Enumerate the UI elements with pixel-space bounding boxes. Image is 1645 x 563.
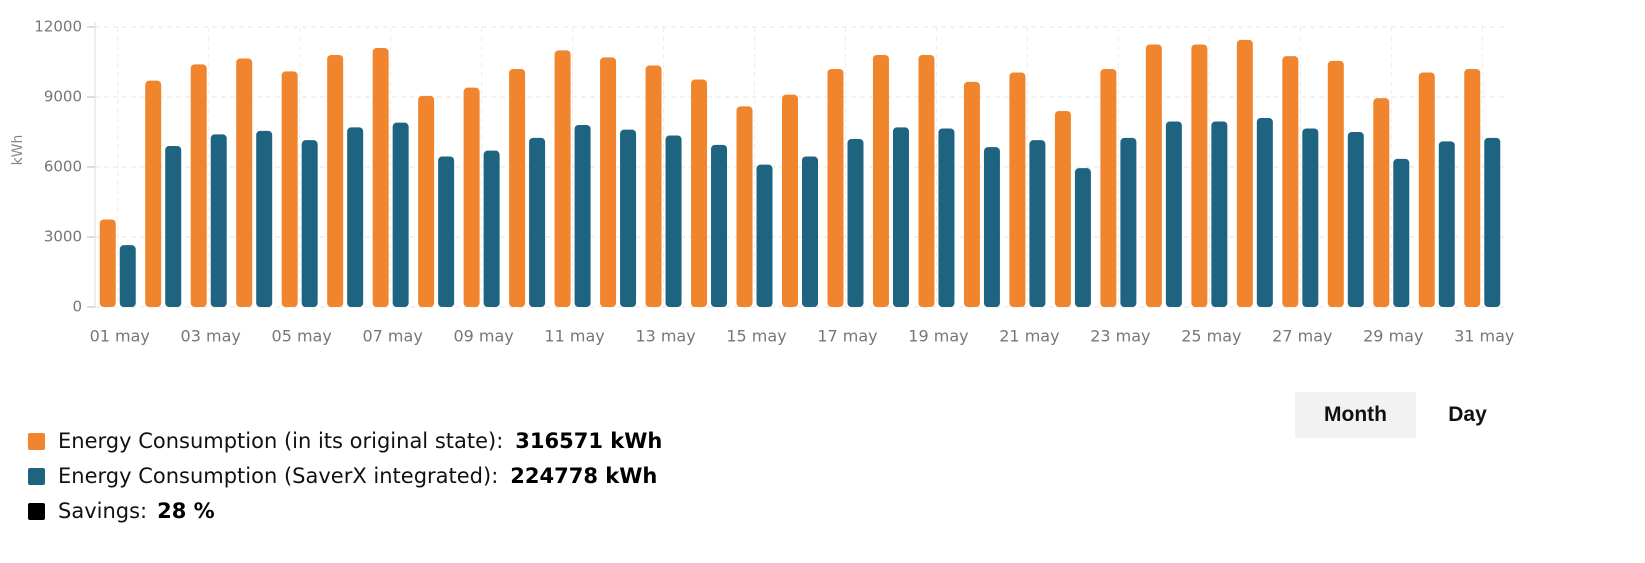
day-button[interactable]: Day: [1448, 403, 1487, 426]
bar: [1302, 128, 1319, 307]
bar: [1418, 72, 1435, 307]
x-tick-label: 27 may: [1272, 327, 1332, 346]
bar: [1009, 72, 1026, 307]
bar: [190, 64, 207, 307]
x-tick-label: 03 may: [181, 327, 241, 346]
bar: [438, 156, 455, 307]
bar: [327, 55, 344, 307]
bar: [119, 245, 136, 307]
x-tick-label: 09 may: [453, 327, 513, 346]
bar: [256, 130, 273, 307]
x-tick-label: 21 may: [999, 327, 1059, 346]
legend-total: 316571 kWh: [515, 429, 662, 453]
x-tick-label: 29 may: [1363, 327, 1423, 346]
y-tick-label: 12000: [34, 18, 82, 36]
bar: [802, 156, 818, 307]
bar: [99, 219, 116, 307]
bar: [463, 87, 480, 308]
bar: [1393, 158, 1410, 307]
bar: [392, 122, 409, 308]
bar: [281, 71, 298, 307]
savings-value: 28 %: [157, 499, 215, 523]
x-tick-label: 11 may: [544, 327, 604, 346]
bar: [1054, 111, 1071, 307]
y-tick-label: 6000: [44, 158, 82, 176]
bar: [736, 106, 753, 307]
bar: [620, 129, 637, 307]
bar: [756, 164, 773, 307]
bar: [892, 127, 909, 307]
bar: [509, 69, 526, 307]
y-tick-label: 0: [72, 298, 82, 316]
x-tick-label: 25 may: [1181, 327, 1241, 346]
bar: [1211, 121, 1228, 307]
bar: [1029, 140, 1046, 307]
bar: [983, 147, 1000, 307]
month-button[interactable]: Month: [1295, 392, 1416, 438]
bar: [1438, 141, 1455, 307]
bar: [645, 65, 662, 307]
bar: [1145, 44, 1162, 307]
bar: [782, 94, 798, 308]
bar: [554, 50, 571, 307]
bar: [1165, 121, 1182, 307]
legend-label: Energy Consumption (in its original stat…: [58, 429, 503, 453]
x-tick-label: 17 may: [817, 327, 877, 346]
x-tick-label: 01 may: [90, 327, 150, 346]
y-tick-label: 9000: [44, 88, 82, 106]
bar: [418, 95, 435, 307]
bar: [872, 55, 889, 307]
x-tick-label: 07 may: [362, 327, 422, 346]
bar: [691, 79, 708, 307]
bar: [210, 134, 227, 307]
bar: [827, 69, 844, 307]
bar: [1327, 60, 1344, 308]
bar: [918, 55, 935, 307]
legend-swatch: [28, 468, 45, 485]
bar: [847, 139, 864, 307]
bar: [1191, 44, 1208, 307]
bar: [1236, 39, 1253, 307]
bar: [529, 137, 546, 307]
bar: [236, 58, 253, 307]
bar: [1282, 56, 1299, 307]
bar: [483, 150, 500, 307]
bar: [938, 128, 955, 307]
bar: [1464, 69, 1481, 307]
x-tick-label: 13 may: [635, 327, 695, 346]
x-tick-label: 19 may: [908, 327, 968, 346]
y-tick-label: 3000: [44, 228, 82, 246]
bar: [145, 80, 162, 308]
bar: [963, 81, 980, 307]
x-tick-label: 05 may: [272, 327, 332, 346]
y-axis-label: kWh: [10, 135, 26, 166]
bar: [165, 146, 182, 307]
bar: [1256, 118, 1273, 307]
legend-swatch: [28, 503, 45, 520]
bar: [1347, 132, 1364, 307]
x-tick-label: 15 may: [726, 327, 786, 346]
x-tick-label: 31 may: [1454, 327, 1514, 346]
bar: [600, 57, 617, 308]
bar: [1373, 98, 1390, 308]
bar: [372, 48, 389, 307]
bar: [1120, 137, 1137, 307]
bar: [574, 125, 591, 307]
legend-total: 224778 kWh: [510, 464, 657, 488]
bar: [665, 135, 682, 307]
bar: [1484, 137, 1501, 307]
savings-label: Savings:: [58, 499, 147, 523]
bar: [301, 140, 318, 307]
bar: [1074, 168, 1091, 307]
bar: [711, 144, 728, 307]
bar: [347, 127, 364, 307]
legend-swatch: [28, 433, 45, 450]
bar: [1100, 69, 1117, 307]
x-tick-label: 23 may: [1090, 327, 1150, 346]
legend-label: Energy Consumption (SaverX integrated):: [58, 464, 498, 488]
